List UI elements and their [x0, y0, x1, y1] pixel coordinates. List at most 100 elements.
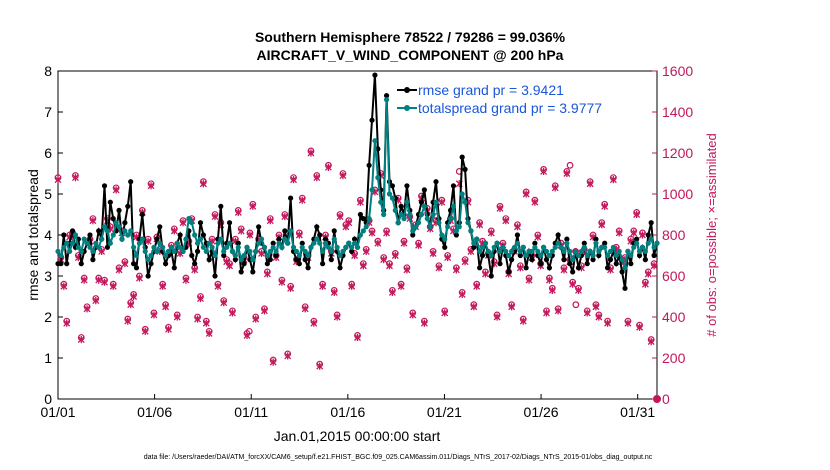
obs-assimilated-marker [263, 270, 271, 278]
spread-point [401, 216, 407, 222]
rmse-point [604, 265, 611, 271]
legend-spread-label: totalspread grand pr = 3.9777 [418, 100, 602, 116]
spread-point [279, 244, 285, 250]
spread-point [648, 236, 654, 242]
rmse-point [148, 261, 154, 267]
obs-assimilated-marker [115, 266, 123, 274]
rmse-point [602, 240, 608, 246]
obs-assimilated-marker [112, 186, 120, 194]
rmse-point [314, 224, 320, 230]
rmse-point [189, 252, 195, 259]
obs-assimilated-marker [429, 249, 437, 258]
rmse-point [322, 236, 329, 242]
legend-box [393, 80, 601, 120]
spread-point [413, 224, 419, 230]
rmse-point [194, 248, 201, 254]
obs-assimilated-marker [609, 176, 617, 184]
obs-assimilated-marker [548, 286, 556, 294]
obs-assimilated-marker [508, 303, 516, 311]
rmse-point [619, 269, 625, 275]
spread-point [593, 240, 599, 246]
obs-assimilated-marker [615, 229, 623, 237]
obs-assimilated-marker [368, 229, 376, 237]
spread-point [642, 248, 648, 254]
rmse-point [305, 265, 311, 271]
obs-assimilated-marker [624, 319, 632, 327]
spread-point [654, 240, 660, 246]
spread-point [625, 248, 631, 254]
spread-point [247, 248, 253, 254]
rmse-point [575, 265, 582, 271]
spread-point [200, 244, 206, 250]
rmse-point [238, 269, 244, 275]
spread-point [509, 248, 515, 254]
spread-point [288, 228, 294, 234]
obs-assimilated-marker [441, 309, 449, 317]
rmse-point [477, 265, 483, 271]
obs-possible-marker [572, 301, 580, 309]
spread-point [491, 244, 497, 250]
obs-assimilated-marker [54, 176, 62, 184]
rmse-point [636, 252, 643, 259]
rmse-point [628, 261, 634, 267]
obs-assimilated-marker [403, 266, 411, 274]
spread-point [610, 244, 616, 250]
obs-assimilated-marker [473, 282, 481, 290]
rmse-point [78, 261, 84, 267]
rmse-point [561, 257, 567, 263]
x-tick-label: 01/26 [524, 404, 559, 420]
rmse-point [389, 183, 395, 189]
spread-point [256, 240, 262, 246]
obs-assimilated-marker [127, 301, 135, 309]
obs-assimilated-marker [400, 239, 408, 247]
rmse-point [349, 248, 355, 254]
spread-point [517, 248, 523, 254]
obs-assimilated-marker [644, 270, 652, 278]
spread-point [532, 244, 538, 250]
spread-point [203, 248, 209, 254]
spread-point [378, 199, 384, 205]
spread-point [285, 240, 291, 246]
rmse-point [107, 199, 113, 205]
obs-assimilated-marker [179, 219, 187, 227]
x-tick-label: 01/11 [234, 404, 268, 420]
rmse-point [267, 257, 273, 263]
obs-assimilated-marker [354, 333, 361, 342]
spread-point [308, 244, 314, 250]
spread-point [552, 244, 558, 250]
rmse-point [125, 203, 131, 209]
spread-point [369, 187, 375, 193]
x-tick-label: 01/16 [330, 404, 365, 420]
spread-point [136, 240, 143, 246]
obs-assimilated-marker [260, 307, 268, 315]
obs-assimilated-marker [563, 169, 571, 178]
spread-point [628, 252, 634, 259]
obs-assimilated-marker [374, 239, 382, 247]
spread-point [165, 248, 172, 254]
y-right-tick-label: 1600 [662, 63, 693, 79]
rmse-point [61, 232, 67, 238]
spread-point [142, 248, 148, 254]
obs-assimilated-marker [435, 264, 443, 272]
obs-assimilated-marker [380, 256, 388, 264]
y-right-tick-label: 1000 [662, 186, 693, 202]
obs-assimilated-marker [586, 180, 594, 188]
obs-assimilated-marker [246, 231, 254, 239]
obs-assimilated-marker [226, 262, 234, 270]
rmse-point [564, 236, 570, 242]
obs-assimilated-marker [159, 282, 167, 290]
rmse-point [648, 220, 654, 226]
rmse-point [110, 216, 116, 222]
rmse-point [320, 261, 326, 267]
obs-assimilated-marker [269, 358, 277, 366]
obs-assimilated-marker [307, 149, 315, 157]
rmse-point [218, 203, 224, 209]
obs-assimilated-marker [476, 221, 484, 229]
rmse-point [596, 252, 602, 259]
spread-point [485, 248, 491, 254]
obs-assimilated-marker [165, 325, 172, 333]
spread-point [439, 232, 445, 238]
rmse-point [506, 269, 512, 275]
spread-point [383, 97, 390, 103]
obs-assimilated-marker [551, 184, 559, 192]
